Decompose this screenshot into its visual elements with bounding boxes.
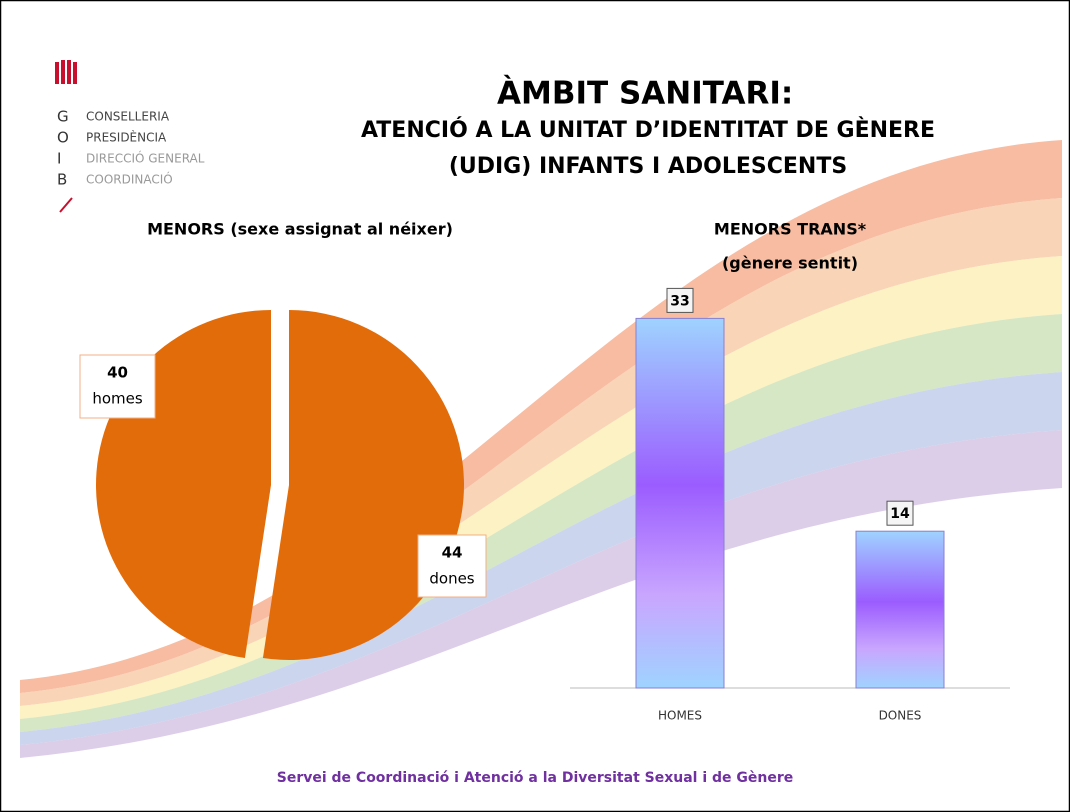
- rainbow-band: [20, 314, 1062, 732]
- rainbow-band: [20, 198, 1062, 706]
- label-box: [666, 287, 694, 313]
- logo-letter: I: [57, 150, 61, 168]
- subtitle: ATENCIÓ A LA UNITAT D’IDENTITAT DE GÈNER…: [361, 117, 935, 143]
- title: ÀMBIT SANITARI:: [497, 76, 793, 112]
- rainbow-band: [20, 430, 1062, 758]
- label-box: [886, 500, 914, 526]
- pie-title: MENORS (sexe assignat al néixer): [147, 220, 453, 239]
- x-tick-label: HOMES: [658, 709, 702, 723]
- data-label: 33: [670, 293, 689, 309]
- category-label: homes: [92, 390, 143, 408]
- label-box: [417, 534, 487, 598]
- data-label: 44: [442, 544, 463, 562]
- rainbow-band: [20, 256, 1062, 719]
- rainbow-band: [20, 372, 1062, 745]
- logo-letter: G: [57, 108, 69, 126]
- data-label: 14: [890, 506, 910, 522]
- bar-title: (gènere sentit): [722, 254, 858, 273]
- rainbow-band: [20, 140, 1062, 693]
- bar: [855, 530, 945, 689]
- footer: Servei de Coordinació i Atenció a la Div…: [277, 770, 794, 786]
- data-label: 40: [107, 364, 128, 382]
- logo-text: CONSELLERIA: [86, 110, 170, 124]
- subtitle: (UDIG) INFANTS I ADOLESCENTS: [449, 154, 847, 179]
- pie-slice: [262, 310, 464, 660]
- logo-letter: B: [57, 171, 67, 189]
- logo-text: COORDINACIÓ: [86, 172, 173, 187]
- rainbow-background: [20, 140, 1062, 758]
- bar-title: MENORS TRANS*: [714, 220, 867, 239]
- logo-text: DIRECCIÓ GENERAL: [86, 151, 205, 166]
- label-box: [79, 354, 156, 419]
- bar: [635, 317, 725, 689]
- x-tick-label: DONES: [879, 709, 922, 723]
- category-label: dones: [429, 570, 474, 588]
- logo-letter: O: [57, 129, 69, 147]
- logo-icon: [55, 60, 77, 213]
- logo-text: PRESIDÈNCIA: [86, 130, 167, 145]
